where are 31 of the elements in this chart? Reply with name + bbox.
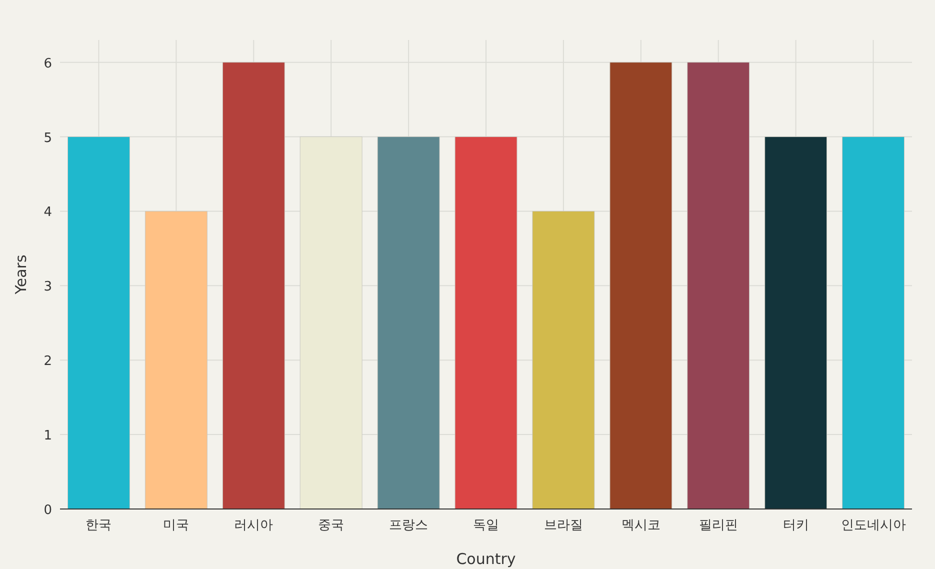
bar [610,62,672,510]
bar [300,136,362,510]
x-tick-label: 터키 [782,518,809,533]
bar [377,136,440,510]
y-tick-label: 2 [44,354,52,370]
bar [144,210,208,510]
y-tick-label: 6 [44,56,52,72]
x-tick-label: 중국 [318,518,344,533]
bar [764,136,828,510]
bar [842,136,905,510]
y-tick-label: 4 [44,205,52,220]
bar [67,136,130,510]
bar [454,136,518,510]
x-tick-label: 러시아 [234,518,274,533]
x-axis-title: Country [456,550,516,568]
y-tick-label: 0 [44,503,52,518]
x-tick-label: 브라질 [544,518,583,533]
x-tick-label: 필리핀 [698,518,738,533]
y-tick-label: 1 [44,428,52,444]
y-axis-title: Years [12,254,30,296]
bar [222,62,285,510]
x-tick-label: 프랑스 [389,518,428,533]
bar [687,62,750,510]
x-tick-label: 인도네시아 [840,518,906,533]
y-tick-label: 3 [44,280,52,295]
x-tick-label: 한국 [86,518,112,533]
y-tick-label: 5 [44,130,52,146]
bar [532,210,595,510]
x-tick-label: 멕시코 [621,518,660,533]
x-tick-label: 미국 [163,518,190,533]
x-tick-label: 독일 [473,518,499,533]
